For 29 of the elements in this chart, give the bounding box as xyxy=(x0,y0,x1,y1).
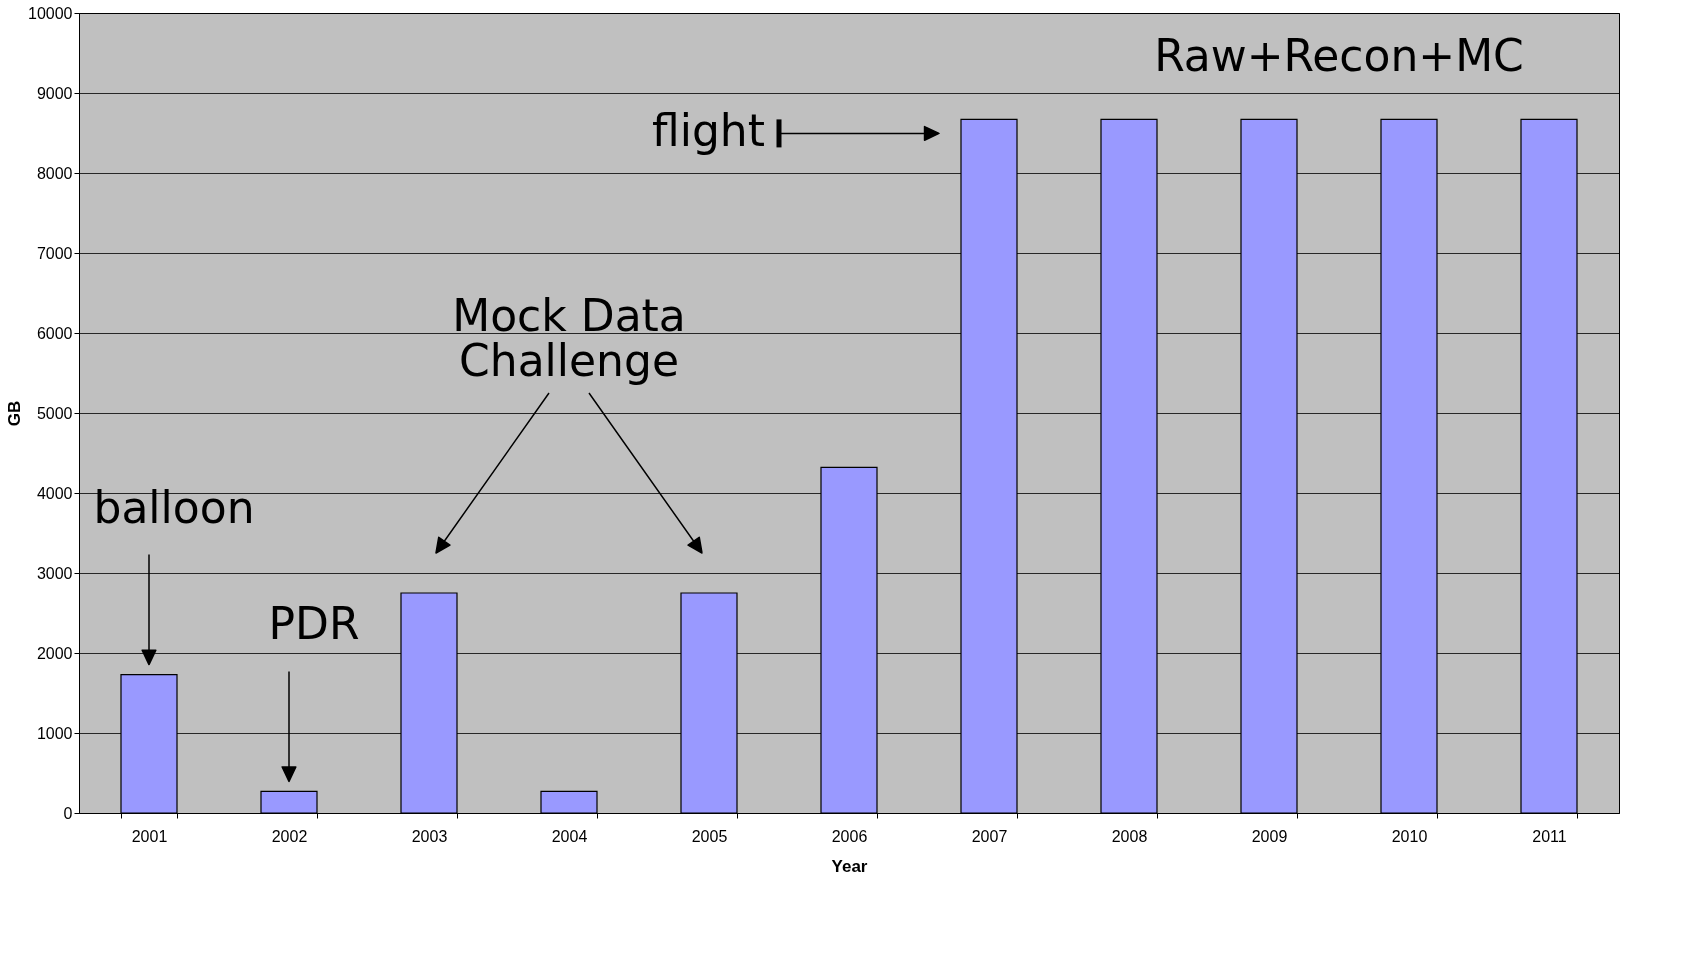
annotation: PDR xyxy=(268,598,360,650)
y-tick-label: 5000 xyxy=(36,404,73,422)
annotation: flight xyxy=(651,105,765,157)
y-tick-label: 9000 xyxy=(36,84,73,102)
x-tick-label: 2005 xyxy=(691,827,728,845)
y-tick-label: 3000 xyxy=(36,564,73,582)
x-tick-label: 2009 xyxy=(1251,827,1288,845)
y-tick-label: 2000 xyxy=(36,644,73,662)
annotation: balloon xyxy=(93,481,255,533)
x-tick-label: 2004 xyxy=(551,827,588,845)
y-tick-label: 7000 xyxy=(36,244,73,262)
x-tick-label: 2011 xyxy=(1532,827,1567,845)
y-tick-label: 6000 xyxy=(36,324,73,342)
y-tick-label: 1000 xyxy=(36,724,73,742)
x-tick-label: 2010 xyxy=(1391,827,1428,845)
y-tick-label: 4000 xyxy=(36,484,73,502)
x-axis-title: Year xyxy=(831,856,868,876)
x-tick-label: 2007 xyxy=(971,827,1008,845)
annotation: Mock Data Challenge xyxy=(452,290,686,386)
x-tick-label: 2003 xyxy=(411,827,448,845)
y-tick-label: 0 xyxy=(63,804,73,822)
annotation: Raw+Recon+MC xyxy=(1154,30,1524,81)
y-axis-title: GB xyxy=(5,400,25,427)
y-tick-label: 10000 xyxy=(28,4,73,22)
y-tick-label: 8000 xyxy=(36,164,73,182)
x-tick-label: 2001 xyxy=(131,827,168,845)
x-tick-label: 2008 xyxy=(1111,827,1148,845)
x-tick-label: 2006 xyxy=(831,827,868,845)
x-tick-label: 2002 xyxy=(271,827,308,845)
